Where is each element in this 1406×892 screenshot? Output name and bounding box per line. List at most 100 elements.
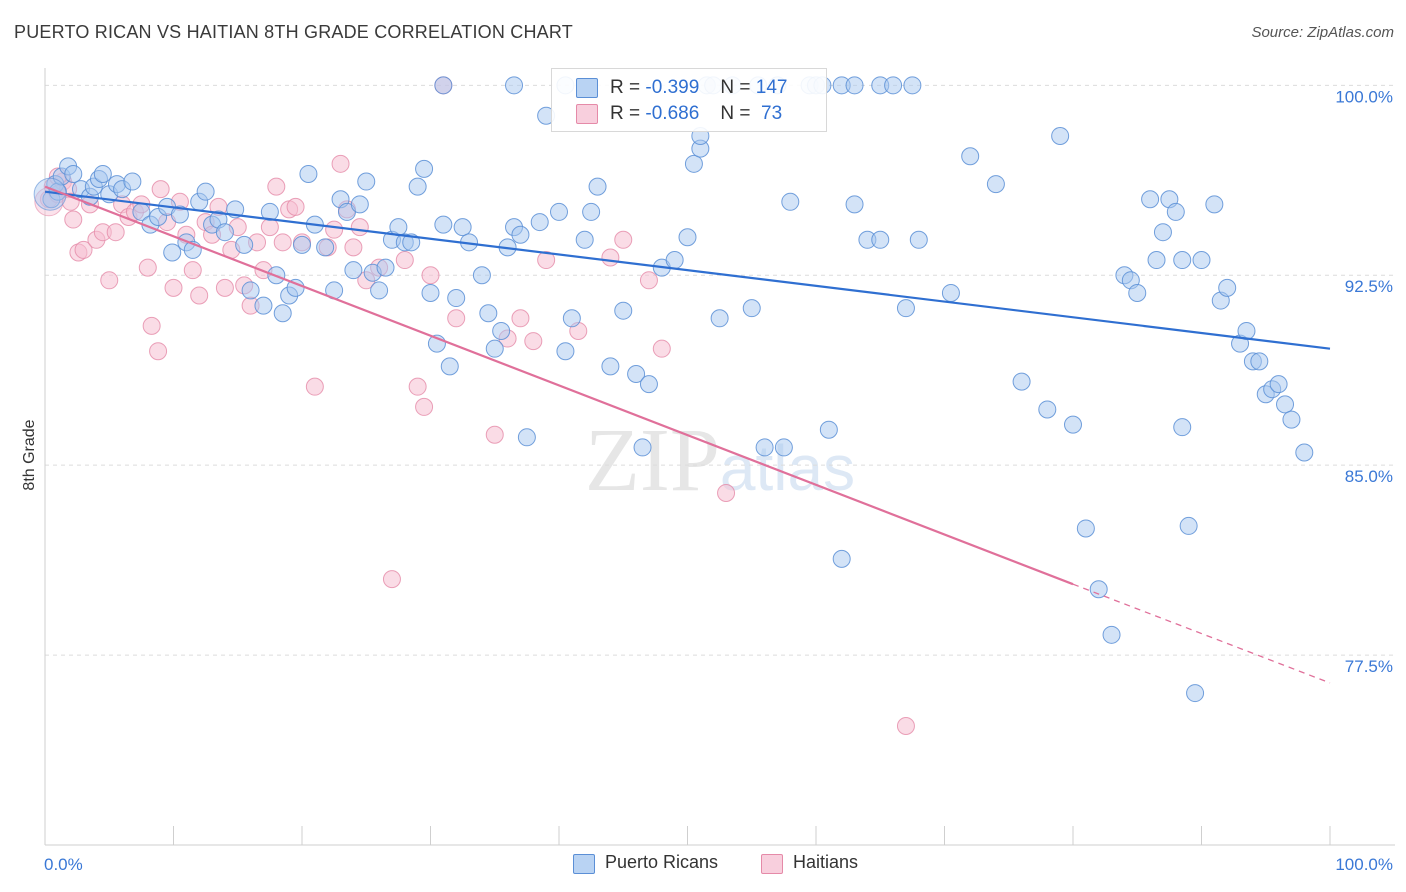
- haitian-point: [64, 210, 83, 229]
- puerto-rican-point: [755, 438, 774, 457]
- puerto-rican-point: [582, 202, 601, 221]
- haitian-point: [524, 332, 543, 351]
- haitian-point: [382, 570, 401, 589]
- legend-swatch-blue: [573, 854, 595, 874]
- legend-swatch-blue: [576, 78, 598, 98]
- puerto-rican-point: [1295, 443, 1314, 462]
- r-label: R =: [610, 103, 641, 124]
- puerto-rican-point: [421, 283, 440, 302]
- haitian-point: [151, 180, 170, 199]
- haitian-point: [344, 238, 363, 257]
- puerto-rican-point: [633, 438, 652, 457]
- puerto-rican-point: [1153, 223, 1172, 242]
- puerto-ricans-trend-line: [44, 190, 1331, 350]
- puerto-rican-point: [123, 172, 142, 191]
- puerto-rican-point: [1276, 395, 1295, 414]
- puerto-rican-point: [1051, 126, 1070, 145]
- haitian-point: [142, 316, 161, 335]
- puerto-rican-point: [614, 301, 633, 320]
- puerto-rican-point: [556, 342, 575, 361]
- r-value: -0.686: [645, 103, 700, 124]
- puerto-rican-point: [1218, 278, 1237, 297]
- puerto-rican-point: [1064, 415, 1082, 434]
- puerto-rican-point: [1166, 202, 1185, 221]
- puerto-rican-point: [1173, 418, 1192, 437]
- watermark: ZIPatlas: [585, 411, 855, 510]
- puerto-rican-point: [215, 223, 234, 242]
- haitian-point: [896, 716, 915, 735]
- puerto-rican-point: [479, 304, 498, 323]
- puerto-rican-point: [1076, 519, 1095, 538]
- haitian-point: [305, 377, 324, 396]
- puerto-rican-point: [639, 375, 658, 394]
- puerto-rican-point: [742, 299, 761, 318]
- puerto-rican-point: [665, 251, 684, 270]
- source-label: Source: ZipAtlas.com: [1251, 24, 1394, 41]
- puerto-rican-point: [260, 202, 279, 221]
- puerto-rican-point: [511, 225, 530, 244]
- puerto-rican-point: [1128, 283, 1147, 302]
- haitian-point: [106, 223, 125, 242]
- x-tick-labels: 0.0% 100.0%: [44, 855, 1393, 874]
- puerto-rican-point: [408, 177, 427, 196]
- haitian-point: [485, 425, 504, 444]
- puerto-rican-point: [588, 177, 607, 196]
- chart-title: PUERTO RICAN VS HAITIAN 8TH GRADE CORREL…: [14, 22, 573, 42]
- puerto-rican-point: [440, 357, 459, 376]
- haitian-point: [164, 278, 183, 297]
- stats-legend: R = -0.399 N = 147 R = -0.686 N = 73: [551, 68, 827, 132]
- trend-lines: [44, 185, 1331, 684]
- puerto-rican-point: [492, 321, 511, 340]
- puerto-rican-point: [93, 164, 112, 183]
- puerto-rican-point: [357, 172, 376, 191]
- haitian-point: [138, 258, 157, 277]
- haitian-point: [601, 248, 620, 267]
- puerto-rican-point: [1205, 195, 1224, 214]
- legend-swatch-pink: [761, 854, 783, 874]
- haitian-point: [447, 309, 466, 328]
- puerto-rican-point: [710, 309, 729, 328]
- y-tick-labels: 100.0% 92.5% 85.0% 77.5%: [1335, 87, 1393, 676]
- haitian-point: [331, 154, 350, 173]
- puerto-rican-point: [832, 549, 851, 568]
- puerto-rican-point: [434, 215, 453, 234]
- puerto-rican-point: [627, 365, 646, 383]
- haitian-point: [190, 286, 209, 305]
- puerto-rican-point: [1269, 375, 1288, 394]
- r-value: -0.399: [645, 77, 700, 98]
- puerto-rican-point: [1102, 625, 1121, 644]
- puerto-rican-point: [472, 266, 491, 285]
- puerto-rican-point: [575, 230, 594, 249]
- haitian-point: [215, 278, 234, 297]
- haitian-point: [325, 220, 344, 239]
- puerto-rican-point: [1147, 251, 1166, 270]
- haitian-point: [267, 177, 286, 196]
- haitians-trend-extension: [1072, 583, 1331, 684]
- haitian-point: [286, 197, 305, 216]
- puerto-rican-point: [1089, 580, 1108, 599]
- puerto-rican-point: [1186, 684, 1205, 703]
- haitian-point: [511, 309, 530, 328]
- puerto-rican-point: [505, 76, 524, 95]
- r-label: R =: [610, 77, 641, 98]
- puerto-rican-point: [1012, 372, 1031, 391]
- puerto-rican-point: [678, 228, 697, 247]
- puerto-rican-point: [903, 76, 922, 95]
- puerto-rican-point: [961, 147, 980, 166]
- haitian-point: [395, 251, 414, 270]
- haitian-point: [408, 377, 427, 396]
- legend-swatch-pink: [576, 104, 598, 124]
- haitian-point: [652, 339, 671, 358]
- puerto-rican-point: [1173, 251, 1192, 270]
- puerto-rican-point: [986, 175, 1005, 194]
- puerto-rican-point: [1038, 400, 1057, 419]
- puerto-rican-point: [434, 76, 453, 95]
- puerto-rican-point: [1250, 352, 1269, 371]
- puerto-rican-point: [350, 195, 369, 214]
- puerto-rican-point: [344, 261, 363, 280]
- puerto-rican-point: [896, 299, 915, 318]
- puerto-rican-point: [370, 281, 389, 300]
- haitian-point: [273, 233, 292, 252]
- puerto-rican-point: [871, 230, 890, 249]
- puerto-rican-point: [415, 159, 434, 178]
